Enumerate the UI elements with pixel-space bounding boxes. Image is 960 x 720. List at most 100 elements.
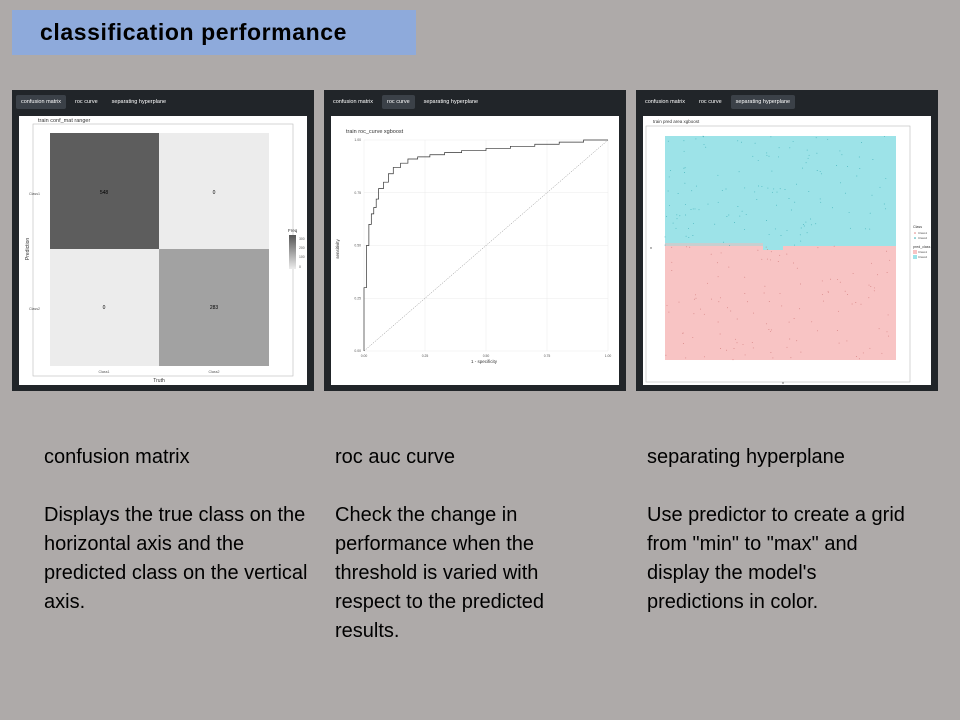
tab-bar: confusion matrix roc curve separating hy… — [636, 90, 938, 113]
sample-point — [717, 321, 719, 323]
sample-point — [721, 190, 723, 192]
heatmap-cell: 0 — [50, 249, 159, 366]
sample-point — [802, 224, 804, 226]
sample-point — [820, 173, 822, 175]
sample-point — [671, 261, 673, 263]
sample-point — [736, 318, 738, 320]
sample-point — [888, 335, 890, 337]
tab-separating-hyperplane[interactable]: separating hyperplane — [423, 98, 479, 105]
legend-item: Class1 — [918, 250, 928, 254]
plot-title: train conf_mat ranger — [38, 118, 90, 124]
sample-point — [735, 338, 737, 340]
reference-diagonal-line — [363, 139, 609, 352]
sample-point — [705, 146, 707, 148]
sample-point — [770, 251, 772, 253]
sample-point — [789, 338, 791, 340]
tab-separating-hyperplane[interactable]: separating hyperplane — [111, 98, 167, 105]
sample-point — [668, 311, 670, 313]
sample-point — [817, 330, 818, 332]
sample-point — [737, 206, 739, 207]
sample-point — [810, 218, 812, 220]
sample-point — [881, 352, 883, 354]
sample-point — [723, 241, 725, 243]
caption-text: Use predictor to create a grid from "min… — [647, 504, 905, 613]
tab-confusion-matrix[interactable]: confusion matrix — [333, 98, 374, 105]
sample-point — [864, 228, 866, 230]
sample-point — [800, 351, 802, 353]
tab-separating-hyperplane[interactable]: separating hyperplane — [730, 94, 796, 109]
sample-point — [887, 314, 889, 316]
sample-point — [752, 155, 754, 157]
sample-point — [855, 302, 857, 303]
sample-point — [695, 294, 696, 296]
sample-point — [761, 258, 763, 260]
caption-confusion-matrix: confusion matrix Displays the true class… — [44, 443, 314, 617]
sample-point — [754, 191, 756, 193]
sample-point — [796, 183, 797, 185]
y-axis-label: sensitivity — [335, 239, 340, 259]
sample-point — [728, 214, 730, 216]
sample-point — [862, 352, 864, 354]
cell-label: 0 — [103, 305, 106, 311]
caption-heading: roc auc curve — [335, 446, 456, 468]
sample-point — [732, 359, 734, 361]
sample-point — [757, 159, 759, 161]
sample-point — [789, 147, 791, 149]
sample-point — [868, 297, 870, 299]
tab-roc-curve[interactable]: roc curve — [75, 98, 98, 105]
sample-point — [800, 240, 802, 242]
sample-point — [878, 328, 880, 330]
tab-confusion-matrix[interactable]: confusion matrix — [16, 94, 67, 109]
sample-point — [879, 186, 881, 188]
sample-point — [827, 138, 829, 140]
y-tick-label: Class1 — [29, 192, 40, 196]
sample-point — [737, 140, 739, 142]
sample-point — [720, 252, 722, 254]
sample-point — [861, 142, 863, 143]
sample-point — [720, 348, 722, 349]
hyperplane-plot: train pred area xgboost x x Class Class1… — [643, 116, 931, 385]
roc-curve-line — [363, 139, 608, 351]
sample-point — [815, 137, 817, 139]
sample-point — [672, 222, 674, 224]
sample-point — [769, 259, 771, 261]
tab-confusion-matrix[interactable]: confusion matrix — [645, 98, 686, 105]
sample-point — [717, 174, 719, 176]
y-axis-label: Prediction — [25, 238, 31, 260]
sample-point — [772, 357, 774, 359]
sample-point — [873, 290, 875, 292]
caption-text: Displays the true class on the horizonta… — [44, 504, 308, 613]
sample-point — [803, 225, 805, 227]
sample-point — [793, 318, 795, 319]
sample-point — [765, 323, 767, 325]
sample-point — [765, 246, 767, 248]
sample-point — [756, 199, 758, 201]
sample-point — [839, 281, 841, 283]
sample-point — [741, 210, 743, 212]
sample-point — [717, 201, 719, 203]
legend-colorbar — [289, 235, 296, 269]
sample-point — [841, 154, 843, 156]
legend-item: Class2 — [918, 236, 928, 240]
sample-point — [845, 192, 846, 194]
tab-roc-curve[interactable]: roc curve — [382, 94, 415, 109]
sample-point — [703, 143, 705, 145]
y-tick-label: 0.75 — [354, 191, 361, 195]
sample-point — [758, 185, 759, 187]
sample-point — [695, 185, 697, 187]
caption-heading: confusion matrix — [44, 446, 190, 468]
legend-point-icon — [914, 237, 916, 239]
sample-point — [664, 236, 666, 238]
sample-point — [779, 188, 781, 190]
sample-point — [777, 261, 779, 263]
sample-point — [740, 141, 742, 143]
tab-roc-curve[interactable]: roc curve — [699, 98, 722, 105]
sample-point — [836, 330, 838, 332]
sample-point — [766, 152, 768, 154]
sample-point — [682, 343, 684, 344]
sample-point — [726, 216, 728, 217]
sample-point — [764, 285, 766, 287]
x-tick-label: Class2 — [209, 370, 220, 374]
sample-point — [695, 297, 697, 299]
sample-point — [771, 170, 773, 172]
